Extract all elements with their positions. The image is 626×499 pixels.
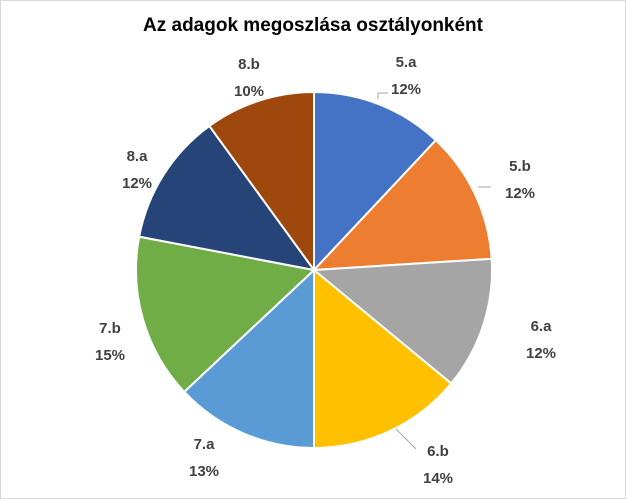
data-label-category: 6.a	[531, 318, 553, 335]
pie-slice-6.b	[313, 267, 453, 450]
data-label-value: 12%	[505, 185, 535, 202]
data-label-value: 15%	[95, 347, 125, 364]
data-label-value: 12%	[526, 345, 556, 362]
data-label-category: 5.b	[509, 158, 531, 175]
data-label-category: 8.b	[238, 56, 260, 73]
data-label-8.a: 8.a 12%	[122, 148, 152, 192]
data-label-value: 14%	[423, 470, 453, 487]
leader-line-5.a	[377, 92, 388, 99]
data-label-value: 13%	[189, 463, 219, 480]
data-label-value: 10%	[234, 83, 264, 100]
data-label-6.b: 6.b 14%	[423, 443, 453, 487]
data-label-7.a: 7.a 13%	[189, 436, 219, 480]
pie-slice-6.a	[311, 257, 493, 385]
chart-title: Az adagok megoszlása osztályonként	[143, 15, 483, 36]
data-label-category: 6.b	[427, 443, 449, 460]
data-label-8.b: 8.b 10%	[234, 56, 264, 100]
data-label-category: 8.a	[127, 148, 149, 165]
pie-slice-5.a	[313, 90, 438, 273]
data-label-6.a: 6.a 12%	[526, 318, 556, 362]
pie-slice-8.b	[207, 90, 315, 274]
pie-slice-8.a	[137, 124, 317, 272]
data-label-5.a: 5.a 12%	[391, 54, 421, 98]
data-label-category: 5.a	[396, 54, 418, 71]
data-label-value: 12%	[122, 175, 152, 192]
pie-slice-5.b	[311, 138, 493, 272]
pie-slice-7.a	[182, 267, 315, 450]
pie-slice-7.b	[135, 235, 317, 394]
data-label-category: 7.b	[99, 320, 121, 337]
data-label-value: 12%	[391, 81, 421, 98]
leader-line-6.b	[395, 428, 417, 450]
data-label-5.b: 5.b 12%	[505, 158, 535, 202]
data-label-7.b: 7.b 15%	[95, 320, 125, 364]
data-label-category: 7.a	[194, 436, 216, 453]
